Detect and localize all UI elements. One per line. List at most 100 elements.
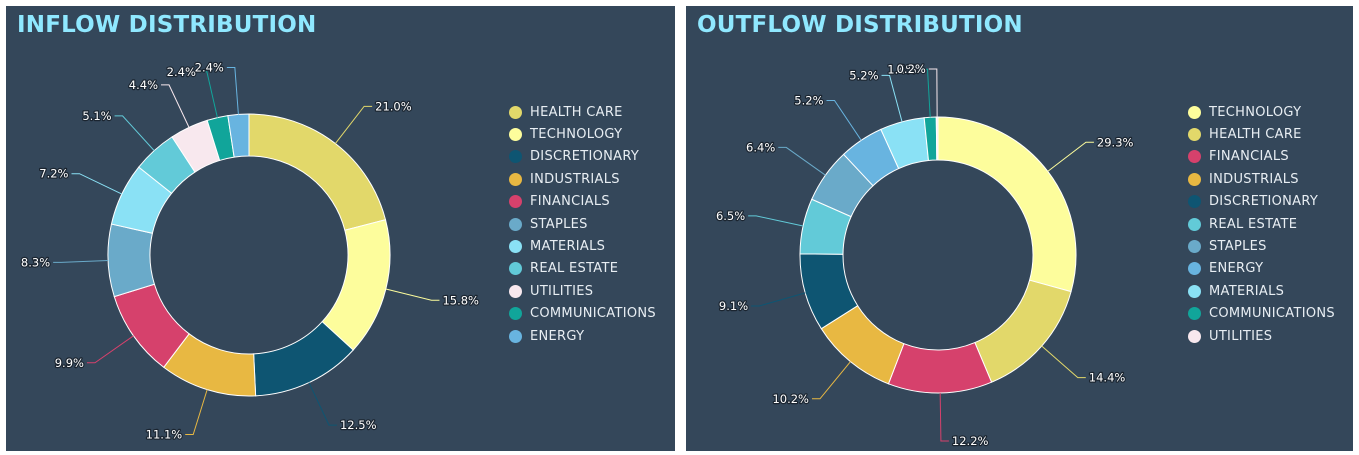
inflow-legend-item-industrials[interactable]: INDUSTRIALS <box>509 168 656 190</box>
outflow-label-utilities: 0.2% <box>897 62 926 76</box>
outflow-connector-discretionary <box>751 292 806 307</box>
inflow-label-staples: 8.3% <box>21 255 50 269</box>
inflow-label-materials: 7.2% <box>39 167 68 181</box>
inflow-legend-item-communications[interactable]: COMMUNICATIONS <box>509 303 656 325</box>
inflow-connector-materials <box>71 173 123 195</box>
outflow-label-financials: 12.2% <box>952 434 989 448</box>
inflow-label-financials: 9.9% <box>55 356 84 370</box>
outflow-label-technology: 29.3% <box>1097 135 1134 149</box>
legend-label: REAL ESTATE <box>530 261 619 277</box>
inflow-connector-real-estate <box>114 115 155 151</box>
inflow-slice-health-care[interactable] <box>248 113 387 231</box>
legend-label: MATERIALS <box>530 239 606 255</box>
outflow-legend-item-energy[interactable]: ENERGY <box>1188 258 1335 280</box>
outflow-slice-health-care[interactable] <box>974 279 1072 383</box>
outflow-slice-technology[interactable] <box>937 116 1077 293</box>
legend-swatch <box>1188 262 1201 276</box>
legend-label: COMMUNICATIONS <box>530 306 656 322</box>
legend-swatch <box>509 240 522 254</box>
legend-swatch <box>509 195 522 209</box>
legend-swatch <box>509 105 522 119</box>
outflow-label-materials: 5.2% <box>849 68 878 82</box>
outflow-legend: TECHNOLOGY HEALTH CARE FINANCIALS INDUSTRIA… <box>1188 101 1335 347</box>
inflow-legend-item-health-care[interactable]: HEALTH CARE <box>509 101 656 123</box>
legend-swatch <box>509 172 522 186</box>
legend-label: ENERGY <box>1209 261 1264 277</box>
inflow-connector-technology <box>385 288 440 301</box>
inflow-connector-financials <box>86 335 134 364</box>
legend-swatch <box>509 329 522 343</box>
inflow-label-utilities: 4.4% <box>129 78 158 92</box>
inflow-legend-item-real-estate[interactable]: REAL ESTATE <box>509 258 656 280</box>
outflow-connector-real-estate <box>748 215 804 227</box>
inflow-label-discretionary: 12.5% <box>340 418 377 432</box>
outflow-title: OUTFLOW DISTRIBUTION <box>697 12 1023 38</box>
outflow-connector-materials <box>881 74 903 122</box>
inflow-legend-item-materials[interactable]: MATERIALS <box>509 235 656 257</box>
inflow-donut-chart: 21.0% 15.8% 12.5% 11.1% 9.9% 8.3% 7.2% 5.1% 4.4%… <box>20 59 481 442</box>
outflow-legend-item-real-estate[interactable]: REAL ESTATE <box>1188 213 1335 235</box>
legend-label: STAPLES <box>1209 239 1267 255</box>
inflow-label-real-estate: 5.1% <box>82 109 111 123</box>
legend-label: STAPLES <box>530 216 588 232</box>
outflow-legend-item-financials[interactable]: FINANCIALS <box>1188 146 1335 168</box>
inflow-legend-item-technology[interactable]: TECHNOLOGY <box>509 123 656 145</box>
legend-label: REAL ESTATE <box>1209 216 1298 232</box>
inflow-connector-energy <box>226 67 239 115</box>
inflow-title: INFLOW DISTRIBUTION <box>17 12 317 38</box>
legend-label: COMMUNICATIONS <box>1209 306 1335 322</box>
inflow-connector-utilities <box>161 84 190 128</box>
legend-label: ENERGY <box>530 328 585 344</box>
outflow-legend-item-staples[interactable]: STAPLES <box>1188 235 1335 257</box>
legend-label: UTILITIES <box>1209 328 1273 344</box>
legend-label: TECHNOLOGY <box>1209 104 1302 120</box>
inflow-legend: HEALTH CARE TECHNOLOGY DISCRETIONARY INDUST… <box>509 101 656 347</box>
inflow-slice-staples[interactable] <box>107 223 156 298</box>
legend-swatch <box>1188 105 1201 119</box>
legend-label: DISCRETIONARY <box>530 149 640 165</box>
outflow-legend-item-health-care[interactable]: HEALTH CARE <box>1188 123 1335 145</box>
outflow-label-health-care: 14.4% <box>1089 371 1126 385</box>
outflow-legend-item-materials[interactable]: MATERIALS <box>1188 280 1335 302</box>
inflow-legend-item-utilities[interactable]: UTILITIES <box>509 280 656 302</box>
outflow-legend-item-communications[interactable]: COMMUNICATIONS <box>1188 303 1335 325</box>
legend-swatch <box>1188 329 1201 343</box>
legend-swatch <box>1188 240 1201 254</box>
outflow-legend-item-industrials[interactable]: INDUSTRIALS <box>1188 168 1335 190</box>
outflow-label-staples: 6.4% <box>746 140 775 154</box>
inflow-label-industrials: 11.1% <box>146 428 183 442</box>
outflow-slice-financials[interactable] <box>887 341 993 394</box>
inflow-legend-item-energy[interactable]: ENERGY <box>509 325 656 347</box>
outflow-connector-technology <box>1047 141 1094 172</box>
legend-swatch <box>1188 284 1201 298</box>
legend-label: FINANCIALS <box>530 194 610 210</box>
legend-label: HEALTH CARE <box>530 104 623 120</box>
outflow-slice-utilities[interactable] <box>935 116 939 161</box>
outflow-panel: OUTFLOW DISTRIBUTION 29.3% 14.4% 12.2% 10.2… <box>686 6 1353 451</box>
inflow-slice-energy[interactable] <box>227 113 250 158</box>
outflow-legend-item-discretionary[interactable]: DISCRETIONARY <box>1188 191 1335 213</box>
outflow-connector-utilities <box>928 68 938 118</box>
inflow-legend-item-financials[interactable]: FINANCIALS <box>509 191 656 213</box>
legend-swatch <box>1188 172 1201 186</box>
inflow-legend-item-discretionary[interactable]: DISCRETIONARY <box>509 146 656 168</box>
legend-swatch <box>509 307 522 321</box>
legend-swatch <box>1188 150 1201 164</box>
inflow-connector-staples <box>53 260 109 263</box>
outflow-connector-industrials <box>811 361 851 400</box>
outflow-legend-item-utilities[interactable]: UTILITIES <box>1188 325 1335 347</box>
outflow-legend-item-technology[interactable]: TECHNOLOGY <box>1188 101 1335 123</box>
inflow-legend-item-staples[interactable]: STAPLES <box>509 213 656 235</box>
inflow-label-energy: 2.4% <box>195 61 224 75</box>
inflow-connector-health-care <box>334 105 373 144</box>
inflow-connector-industrials <box>185 389 208 436</box>
legend-swatch <box>1188 217 1201 231</box>
outflow-connector-financials <box>939 392 949 442</box>
legend-label: INDUSTRIALS <box>1209 171 1299 187</box>
legend-swatch <box>509 262 522 276</box>
legend-label: MATERIALS <box>1209 283 1285 299</box>
outflow-label-energy: 5.2% <box>794 93 823 107</box>
outflow-connector-staples <box>778 146 826 176</box>
outflow-label-real-estate: 6.5% <box>716 209 745 223</box>
legend-swatch <box>1188 195 1201 209</box>
